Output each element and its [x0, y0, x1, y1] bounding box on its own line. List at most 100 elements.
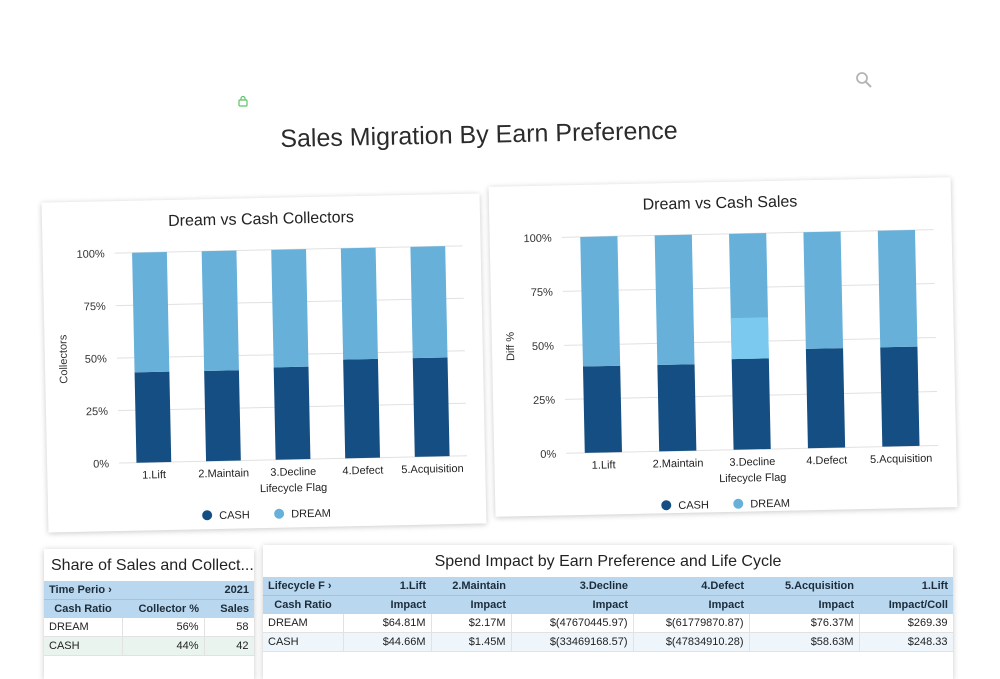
- column-subheader: Impact: [511, 595, 633, 614]
- legend-swatch-dream: [733, 498, 744, 509]
- y-axis-label: Collectors: [57, 334, 70, 384]
- x-tick-label: 4.Defect: [342, 465, 383, 478]
- bar-dream: [803, 231, 844, 349]
- y-tick-label: 100%: [76, 248, 105, 261]
- table-cell: $(33469168.57): [511, 632, 634, 652]
- bar-dream: [654, 234, 695, 365]
- impact-header-row: Lifecycle F › 1.Lift 2.Maintain 3.Declin…: [263, 577, 953, 596]
- table-cell: $269.39: [859, 614, 954, 633]
- row-label: CASH: [263, 632, 344, 652]
- table-cell: $(47834910.28): [633, 632, 750, 652]
- bar-dream: [201, 250, 239, 371]
- bar-cash: [134, 371, 172, 463]
- bar-dream: [580, 236, 621, 367]
- table-cell: $44.66M: [343, 632, 432, 652]
- legend-label-cash: CASH: [219, 509, 250, 522]
- chart-title: Dream vs Cash Sales: [642, 193, 797, 213]
- bar-cash: [343, 358, 381, 459]
- bar-cash: [412, 357, 450, 457]
- x-tick-label: 2.Maintain: [653, 457, 704, 470]
- table-cell: $248.33: [859, 632, 954, 652]
- year-header: 2021: [122, 581, 255, 600]
- legend-label-dream: DREAM: [750, 498, 790, 511]
- table-cell: $58.63M: [749, 632, 860, 652]
- x-tick-label: 3.Decline: [270, 466, 316, 479]
- bar-highlight: [730, 317, 769, 360]
- column-header: 1.Lift: [859, 577, 953, 596]
- cash-ratio-header: Cash Ratio: [263, 595, 343, 614]
- table-cell: $(61779870.87): [633, 614, 750, 633]
- y-tick-label: 25%: [86, 406, 108, 418]
- bar-dream: [877, 229, 918, 348]
- bar-cash: [657, 364, 697, 452]
- collectors-chart-card: Dream vs Cash Collectors 0% 25% 50% 75% 100% C…: [41, 193, 487, 533]
- gridline: [114, 245, 463, 254]
- table-cell: $1.45M: [431, 632, 512, 652]
- legend-swatch-cash: [661, 500, 672, 511]
- column-header: 1.Lift: [343, 577, 431, 596]
- x-tick-label: 3.Decline: [729, 456, 775, 469]
- table-cell: $(47670445.97): [511, 614, 634, 633]
- sales-chart: Dream vs Cash Sales 0% 25% 50% 75% 100% Diff %…: [505, 193, 939, 512]
- impact-subheader-row: Cash Ratio Impact Impact Impact Impact I…: [263, 595, 953, 614]
- row-label: CASH: [44, 636, 123, 656]
- table-row: CASH 44% 42: [44, 636, 255, 656]
- table-cell: 58: [204, 618, 255, 637]
- legend-label-dream: DREAM: [291, 508, 331, 521]
- lifecycle-header[interactable]: Lifecycle F ›: [263, 577, 343, 596]
- share-header-row: Time Perio › 2021: [44, 581, 255, 600]
- y-tick-label: 50%: [532, 341, 554, 353]
- share-subheader-row: Cash Ratio Collector % Sales: [44, 599, 255, 618]
- sales-chart-card: Dream vs Cash Sales 0% 25% 50% 75% 100% Diff %…: [488, 177, 958, 517]
- column-subheader: Impact: [343, 595, 431, 614]
- bar-cash: [731, 358, 771, 450]
- impact-table-title: Spend Impact by Earn Preference and Life…: [434, 553, 782, 570]
- legend-swatch-cash: [202, 510, 213, 521]
- x-tick-label: 5.Acquisition: [870, 453, 933, 466]
- y-tick-label: 25%: [533, 395, 555, 407]
- table-cell: $64.81M: [343, 614, 432, 633]
- column-header: 2.Maintain: [431, 577, 511, 596]
- chart-title: Dream vs Cash Collectors: [168, 209, 354, 230]
- bar-dream: [271, 249, 309, 368]
- table-row: CASH $44.66M $1.45M $(33469168.57) $(478…: [263, 632, 954, 652]
- bar-cash: [880, 346, 920, 447]
- table-cell: 42: [204, 636, 255, 656]
- impact-table: Lifecycle F › 1.Lift 2.Maintain 3.Declin…: [263, 577, 954, 652]
- sales-header: Sales: [204, 599, 255, 618]
- x-axis-label: Lifecycle Flag: [260, 482, 328, 495]
- legend-label-cash: CASH: [678, 499, 709, 512]
- row-label: DREAM: [44, 618, 123, 637]
- cash-ratio-header: Cash Ratio: [44, 599, 122, 618]
- bar-dream: [132, 252, 170, 373]
- column-header: 3.Decline: [511, 577, 633, 596]
- search-icon[interactable]: [855, 71, 873, 89]
- bar-cash: [273, 366, 311, 460]
- bar-cash: [204, 370, 241, 462]
- x-tick-label: 1.Lift: [142, 469, 166, 481]
- bar-dream: [410, 246, 448, 359]
- table-row: DREAM 56% 58: [44, 618, 255, 637]
- collector-pct-header: Collector %: [122, 599, 204, 618]
- x-tick-label: 1.Lift: [592, 459, 616, 471]
- bar-cash: [582, 365, 622, 453]
- column-subheader: Impact/Coll: [859, 595, 953, 614]
- table-cell: $76.37M: [749, 614, 860, 633]
- y-tick-label: 0%: [540, 449, 556, 461]
- column-header: 4.Defect: [633, 577, 749, 596]
- table-cell: $2.17M: [431, 614, 512, 633]
- collectors-chart: Dream vs Cash Collectors 0% 25% 50% 75% 100% C…: [57, 209, 467, 522]
- y-tick-label: 50%: [85, 353, 107, 365]
- x-axis-label: Lifecycle Flag: [719, 472, 787, 485]
- lock-icon: [238, 95, 248, 107]
- share-table-card: Share of Sales and Collect... Time Perio…: [44, 549, 255, 679]
- x-tick-label: 5.Acquisition: [401, 463, 464, 476]
- y-tick-label: 75%: [84, 301, 106, 313]
- table-cell: 56%: [122, 618, 205, 637]
- share-table-title: Share of Sales and Collect...: [51, 557, 254, 574]
- row-label: DREAM: [263, 614, 344, 633]
- bar-cash: [805, 348, 846, 449]
- impact-table-card: Spend Impact by Earn Preference and Life…: [263, 545, 954, 679]
- column-header: 5.Acquisition: [749, 577, 859, 596]
- time-period-header[interactable]: Time Perio ›: [44, 581, 122, 600]
